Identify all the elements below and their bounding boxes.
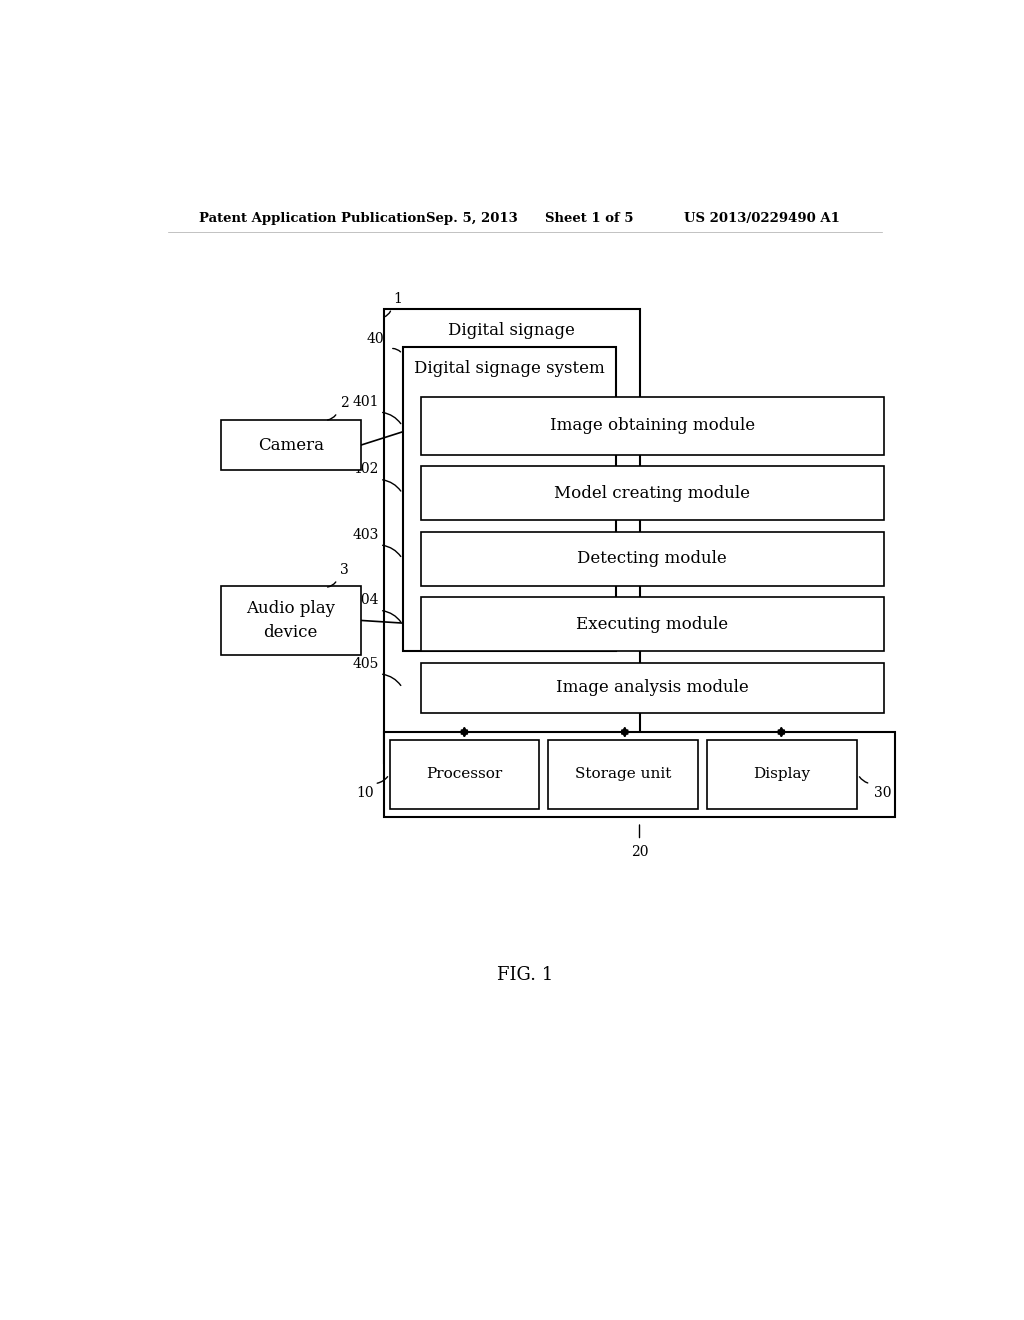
Bar bbox=[390, 739, 539, 809]
Text: 401: 401 bbox=[352, 395, 379, 409]
Text: 405: 405 bbox=[352, 657, 379, 671]
Text: Processor: Processor bbox=[426, 767, 503, 781]
Text: 20: 20 bbox=[631, 845, 648, 858]
Text: Sep. 5, 2013: Sep. 5, 2013 bbox=[426, 213, 517, 224]
Bar bbox=[403, 347, 616, 651]
Text: Image analysis module: Image analysis module bbox=[556, 680, 749, 696]
Text: Patent Application Publication: Patent Application Publication bbox=[200, 213, 426, 224]
Bar bbox=[421, 397, 884, 455]
Text: 10: 10 bbox=[356, 785, 374, 800]
Text: Sheet 1 of 5: Sheet 1 of 5 bbox=[545, 213, 633, 224]
Text: Digital signage: Digital signage bbox=[449, 322, 575, 339]
Text: 3: 3 bbox=[340, 564, 349, 577]
Text: Model creating module: Model creating module bbox=[554, 484, 751, 502]
Text: 1: 1 bbox=[393, 292, 402, 306]
Bar bbox=[548, 739, 697, 809]
Bar bbox=[421, 466, 884, 520]
Bar bbox=[421, 532, 884, 586]
Text: Digital signage system: Digital signage system bbox=[415, 360, 605, 378]
Bar bbox=[421, 597, 884, 651]
Text: 2: 2 bbox=[340, 396, 349, 411]
Bar bbox=[707, 739, 856, 809]
Text: 40: 40 bbox=[367, 333, 384, 346]
Text: US 2013/0229490 A1: US 2013/0229490 A1 bbox=[684, 213, 840, 224]
Bar bbox=[221, 420, 360, 470]
Text: Image obtaining module: Image obtaining module bbox=[550, 417, 755, 434]
Text: Audio play
device: Audio play device bbox=[246, 601, 335, 640]
Bar bbox=[421, 663, 884, 713]
Text: Executing module: Executing module bbox=[577, 615, 728, 632]
Text: FIG. 1: FIG. 1 bbox=[497, 966, 553, 983]
Text: 402: 402 bbox=[352, 462, 379, 477]
Text: Storage unit: Storage unit bbox=[574, 767, 671, 781]
Text: Display: Display bbox=[753, 767, 810, 781]
Bar bbox=[221, 586, 360, 655]
Text: 30: 30 bbox=[873, 785, 891, 800]
Bar bbox=[384, 309, 640, 763]
Text: Camera: Camera bbox=[258, 437, 324, 454]
Text: Detecting module: Detecting module bbox=[578, 550, 727, 568]
Bar bbox=[384, 733, 895, 817]
Text: 403: 403 bbox=[352, 528, 379, 543]
Text: 404: 404 bbox=[352, 593, 379, 607]
